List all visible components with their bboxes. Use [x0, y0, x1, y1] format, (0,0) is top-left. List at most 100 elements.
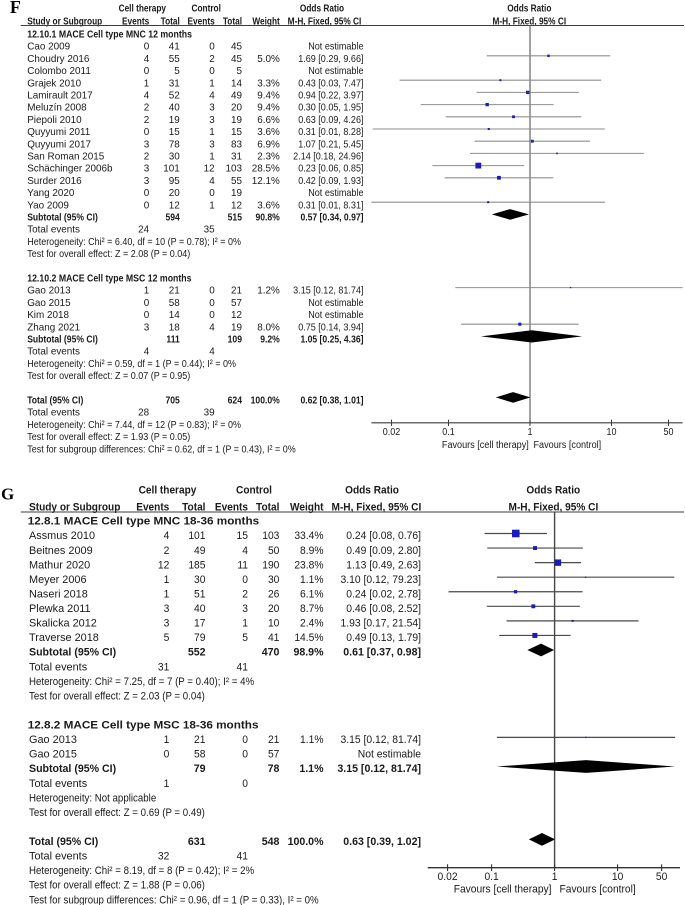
svg-text:0: 0 [209, 310, 215, 321]
svg-text:Test for overall effect: Z = 0: Test for overall effect: Z = 0.07 (P = 0… [27, 371, 190, 383]
svg-text:52: 52 [169, 90, 180, 101]
svg-text:9.2%: 9.2% [260, 333, 280, 345]
svg-text:Not estimable: Not estimable [308, 66, 363, 78]
svg-text:Yang 2020: Yang 2020 [27, 188, 75, 199]
svg-text:33.4%: 33.4% [294, 531, 323, 542]
svg-text:0: 0 [242, 779, 248, 790]
svg-text:Favours [control]: Favours [control] [560, 884, 636, 895]
svg-text:Gao 2015: Gao 2015 [29, 749, 77, 761]
svg-text:3.3%: 3.3% [257, 78, 280, 89]
svg-text:M-H, Fixed, 95% CI: M-H, Fixed, 95% CI [509, 502, 599, 513]
svg-text:28.5%: 28.5% [252, 164, 280, 175]
svg-text:Test for overall effect: Z = 2: Test for overall effect: Z = 2.08 (P = 0… [27, 249, 190, 261]
svg-text:6.9%: 6.9% [257, 139, 280, 150]
svg-text:Total: Total [223, 16, 242, 27]
svg-text:Favours [control]: Favours [control] [534, 440, 602, 452]
svg-text:0.42 [0.09, 1.93]: 0.42 [0.09, 1.93] [298, 175, 363, 187]
svg-text:41: 41 [169, 42, 180, 53]
svg-text:0.31 [0.01, 8.31]: 0.31 [0.01, 8.31] [298, 200, 363, 212]
svg-text:8.7%: 8.7% [300, 604, 323, 615]
svg-text:0: 0 [209, 286, 215, 297]
svg-text:4: 4 [242, 546, 248, 557]
svg-text:Yao 2009: Yao 2009 [27, 200, 69, 211]
svg-text:20: 20 [268, 604, 280, 615]
svg-text:98.9%: 98.9% [293, 647, 324, 659]
svg-text:Mathur 2020: Mathur 2020 [29, 559, 90, 571]
svg-text:58: 58 [169, 298, 180, 309]
svg-text:28: 28 [138, 408, 149, 419]
svg-text:55: 55 [169, 54, 180, 65]
svg-text:83: 83 [231, 139, 242, 150]
svg-text:0.02: 0.02 [438, 872, 458, 883]
svg-text:12: 12 [204, 164, 215, 175]
svg-text:Total events: Total events [27, 225, 80, 236]
svg-text:12.1%: 12.1% [252, 176, 280, 187]
svg-text:40: 40 [194, 604, 206, 615]
svg-text:1: 1 [209, 151, 215, 162]
svg-text:15: 15 [169, 127, 180, 138]
svg-text:Test for subgroup differences:: Test for subgroup differences: Chi² = 0.… [29, 895, 319, 905]
svg-text:5: 5 [242, 633, 248, 644]
svg-text:3: 3 [144, 164, 150, 175]
svg-text:5: 5 [164, 633, 170, 644]
svg-text:45: 45 [231, 54, 242, 65]
svg-text:Assmus 2010: Assmus 2010 [29, 530, 95, 542]
svg-text:103: 103 [262, 531, 279, 542]
svg-text:45: 45 [231, 42, 242, 53]
svg-text:185: 185 [188, 560, 205, 571]
svg-text:41: 41 [237, 662, 249, 673]
svg-text:12.10.2 MACE Cell type MSC 12: 12.10.2 MACE Cell type MSC 12 months [27, 273, 191, 285]
svg-text:0.1: 0.1 [442, 427, 455, 439]
svg-text:1.69 [0.29, 9.66]: 1.69 [0.29, 9.66] [298, 53, 363, 65]
svg-text:12.8.2 MACE Cell type MSC 18-3: 12.8.2 MACE Cell type MSC 18-36 months [28, 720, 259, 731]
svg-text:Cell therapy: Cell therapy [139, 485, 197, 496]
svg-text:14: 14 [169, 310, 180, 321]
svg-text:Kim 2018: Kim 2018 [27, 310, 69, 321]
svg-text:Weight: Weight [252, 16, 279, 27]
svg-text:Surder 2016: Surder 2016 [27, 176, 82, 187]
svg-text:Total events: Total events [27, 347, 80, 358]
svg-text:Control: Control [236, 485, 272, 496]
svg-text:Not estimable: Not estimable [358, 750, 421, 761]
svg-text:0.94 [0.22, 3.97]: 0.94 [0.22, 3.97] [298, 90, 363, 102]
svg-text:0.49 [0.13, 1.79]: 0.49 [0.13, 1.79] [346, 633, 421, 644]
svg-text:32: 32 [158, 851, 170, 862]
svg-text:0: 0 [144, 42, 150, 53]
svg-text:Odds Ratio: Odds Ratio [526, 485, 580, 496]
svg-text:Total: Total [256, 502, 279, 513]
svg-text:14.5%: 14.5% [294, 633, 323, 644]
svg-text:Naseri 2018: Naseri 2018 [29, 589, 88, 601]
svg-text:58: 58 [194, 750, 206, 761]
svg-text:14: 14 [231, 78, 242, 89]
svg-text:3: 3 [144, 322, 150, 333]
svg-text:8.0%: 8.0% [257, 322, 280, 333]
svg-text:12: 12 [169, 200, 180, 211]
svg-text:10: 10 [612, 872, 624, 883]
svg-text:Gao 2013: Gao 2013 [29, 734, 77, 746]
svg-text:0: 0 [242, 575, 248, 586]
svg-text:50: 50 [268, 546, 280, 557]
svg-text:0.46 [0.08, 2.52]: 0.46 [0.08, 2.52] [346, 604, 421, 615]
svg-text:0.30 [0.05, 1.95]: 0.30 [0.05, 1.95] [298, 102, 363, 114]
svg-text:1.1%: 1.1% [300, 575, 323, 586]
svg-text:Favours [cell therapy]: Favours [cell therapy] [454, 884, 552, 895]
svg-text:0.23 [0.06, 0.85]: 0.23 [0.06, 0.85] [298, 163, 363, 175]
svg-text:Total events: Total events [29, 778, 87, 790]
svg-text:19: 19 [169, 115, 180, 126]
svg-text:Events: Events [122, 16, 149, 27]
svg-text:78: 78 [268, 763, 280, 775]
svg-text:0.57 [0.34, 0.97]: 0.57 [0.34, 0.97] [300, 211, 363, 223]
svg-text:0: 0 [242, 750, 248, 761]
svg-text:90.8%: 90.8% [255, 211, 280, 223]
svg-text:Heterogeneity: Chi² = 7.25, df: Heterogeneity: Chi² = 7.25, df = 7 (P = … [29, 676, 254, 687]
svg-text:0: 0 [144, 310, 150, 321]
svg-text:6.6%: 6.6% [257, 115, 280, 126]
svg-text:190: 190 [262, 560, 279, 571]
svg-text:Cell therapy: Cell therapy [119, 3, 167, 14]
svg-text:Control: Control [191, 3, 220, 14]
svg-text:Colombo 2011: Colombo 2011 [27, 66, 91, 77]
svg-text:Test for overall effect: Z = 2: Test for overall effect: Z = 2.03 (P = 0… [29, 691, 205, 702]
svg-text:21: 21 [268, 735, 280, 746]
svg-text:0.24 [0.02, 2.78]: 0.24 [0.02, 2.78] [346, 589, 421, 600]
svg-text:41: 41 [237, 851, 249, 862]
